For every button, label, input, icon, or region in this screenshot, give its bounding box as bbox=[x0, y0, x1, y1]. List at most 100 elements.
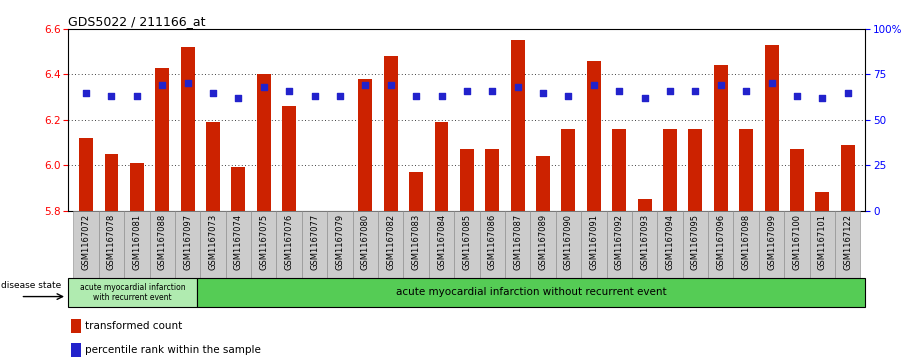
Bar bbox=[79, 138, 93, 211]
Point bbox=[510, 84, 525, 90]
Text: GSM1167084: GSM1167084 bbox=[437, 214, 446, 270]
Bar bbox=[460, 149, 474, 211]
Text: percentile rank within the sample: percentile rank within the sample bbox=[85, 345, 261, 355]
Bar bbox=[739, 129, 753, 211]
Text: GSM1167089: GSM1167089 bbox=[538, 214, 548, 270]
Text: GSM1167095: GSM1167095 bbox=[691, 214, 700, 270]
Bar bbox=[790, 149, 804, 211]
Bar bbox=[835, 211, 860, 278]
Bar bbox=[282, 106, 296, 211]
Bar bbox=[657, 211, 682, 278]
Bar bbox=[708, 211, 733, 278]
Text: GSM1167078: GSM1167078 bbox=[107, 214, 116, 270]
Point bbox=[307, 93, 322, 99]
Bar bbox=[536, 156, 550, 211]
Text: GSM1167080: GSM1167080 bbox=[361, 214, 370, 270]
Bar bbox=[682, 211, 708, 278]
Point bbox=[281, 88, 296, 94]
Bar bbox=[713, 65, 728, 211]
Bar bbox=[764, 45, 779, 211]
Point bbox=[713, 82, 728, 88]
Point bbox=[409, 93, 424, 99]
Point bbox=[180, 81, 195, 86]
Point bbox=[536, 90, 550, 95]
Text: disease state: disease state bbox=[1, 281, 61, 290]
Text: GSM1167097: GSM1167097 bbox=[183, 214, 192, 270]
Text: GSM1167077: GSM1167077 bbox=[310, 214, 319, 270]
Bar bbox=[486, 149, 499, 211]
Text: GSM1167073: GSM1167073 bbox=[209, 214, 218, 270]
Bar bbox=[815, 192, 829, 211]
Text: GSM1167091: GSM1167091 bbox=[589, 214, 599, 270]
Point bbox=[587, 82, 601, 88]
Bar bbox=[841, 145, 855, 211]
Point bbox=[231, 95, 246, 101]
Text: GSM1167100: GSM1167100 bbox=[793, 214, 802, 270]
Bar bbox=[71, 319, 81, 333]
Point bbox=[257, 84, 271, 90]
Bar bbox=[689, 129, 702, 211]
Bar bbox=[197, 278, 865, 307]
Bar bbox=[155, 68, 169, 211]
Bar bbox=[479, 211, 505, 278]
Point bbox=[485, 88, 499, 94]
Point bbox=[815, 95, 830, 101]
Bar bbox=[277, 211, 302, 278]
Bar bbox=[353, 211, 378, 278]
Bar bbox=[251, 211, 277, 278]
Text: GSM1167088: GSM1167088 bbox=[158, 214, 167, 270]
Bar bbox=[378, 211, 404, 278]
Text: GSM1167076: GSM1167076 bbox=[284, 214, 293, 270]
Bar bbox=[581, 211, 607, 278]
Text: GSM1167090: GSM1167090 bbox=[564, 214, 573, 270]
Text: GSM1167101: GSM1167101 bbox=[818, 214, 827, 270]
Point bbox=[638, 95, 652, 101]
Bar bbox=[71, 343, 81, 357]
Point bbox=[662, 88, 677, 94]
Text: transformed count: transformed count bbox=[85, 321, 182, 331]
Bar bbox=[180, 47, 195, 211]
Bar bbox=[810, 211, 835, 278]
Bar bbox=[124, 211, 149, 278]
Point bbox=[840, 90, 855, 95]
Bar bbox=[455, 211, 479, 278]
Point bbox=[155, 82, 169, 88]
Bar bbox=[404, 211, 429, 278]
Bar bbox=[257, 74, 271, 211]
Point bbox=[435, 93, 449, 99]
Bar bbox=[231, 167, 245, 211]
Point bbox=[561, 93, 576, 99]
Point bbox=[612, 88, 627, 94]
Bar bbox=[638, 199, 651, 211]
Text: GSM1167081: GSM1167081 bbox=[132, 214, 141, 270]
Bar bbox=[68, 278, 197, 307]
Text: GSM1167075: GSM1167075 bbox=[260, 214, 269, 270]
Text: GSM1167122: GSM1167122 bbox=[844, 214, 852, 270]
Point bbox=[764, 81, 779, 86]
Point bbox=[206, 90, 220, 95]
Text: GDS5022 / 211166_at: GDS5022 / 211166_at bbox=[68, 15, 206, 28]
Point bbox=[790, 93, 804, 99]
Bar bbox=[105, 154, 118, 211]
Bar bbox=[409, 172, 423, 211]
Bar bbox=[587, 61, 600, 211]
Text: GSM1167085: GSM1167085 bbox=[463, 214, 471, 270]
Bar bbox=[333, 211, 347, 363]
Bar bbox=[556, 211, 581, 278]
Text: GSM1167086: GSM1167086 bbox=[487, 214, 496, 270]
Bar bbox=[530, 211, 556, 278]
Bar bbox=[511, 40, 525, 211]
Text: GSM1167083: GSM1167083 bbox=[412, 214, 421, 270]
Point bbox=[739, 88, 753, 94]
Point bbox=[104, 93, 118, 99]
Text: GSM1167087: GSM1167087 bbox=[513, 214, 522, 270]
Bar bbox=[784, 211, 810, 278]
Text: GSM1167098: GSM1167098 bbox=[742, 214, 751, 270]
Text: GSM1167099: GSM1167099 bbox=[767, 214, 776, 270]
Bar bbox=[505, 211, 530, 278]
Text: GSM1167092: GSM1167092 bbox=[615, 214, 624, 270]
Text: acute myocardial infarction without recurrent event: acute myocardial infarction without recu… bbox=[396, 287, 667, 297]
Text: GSM1167079: GSM1167079 bbox=[335, 214, 344, 270]
Bar bbox=[206, 122, 220, 211]
Point bbox=[688, 88, 702, 94]
